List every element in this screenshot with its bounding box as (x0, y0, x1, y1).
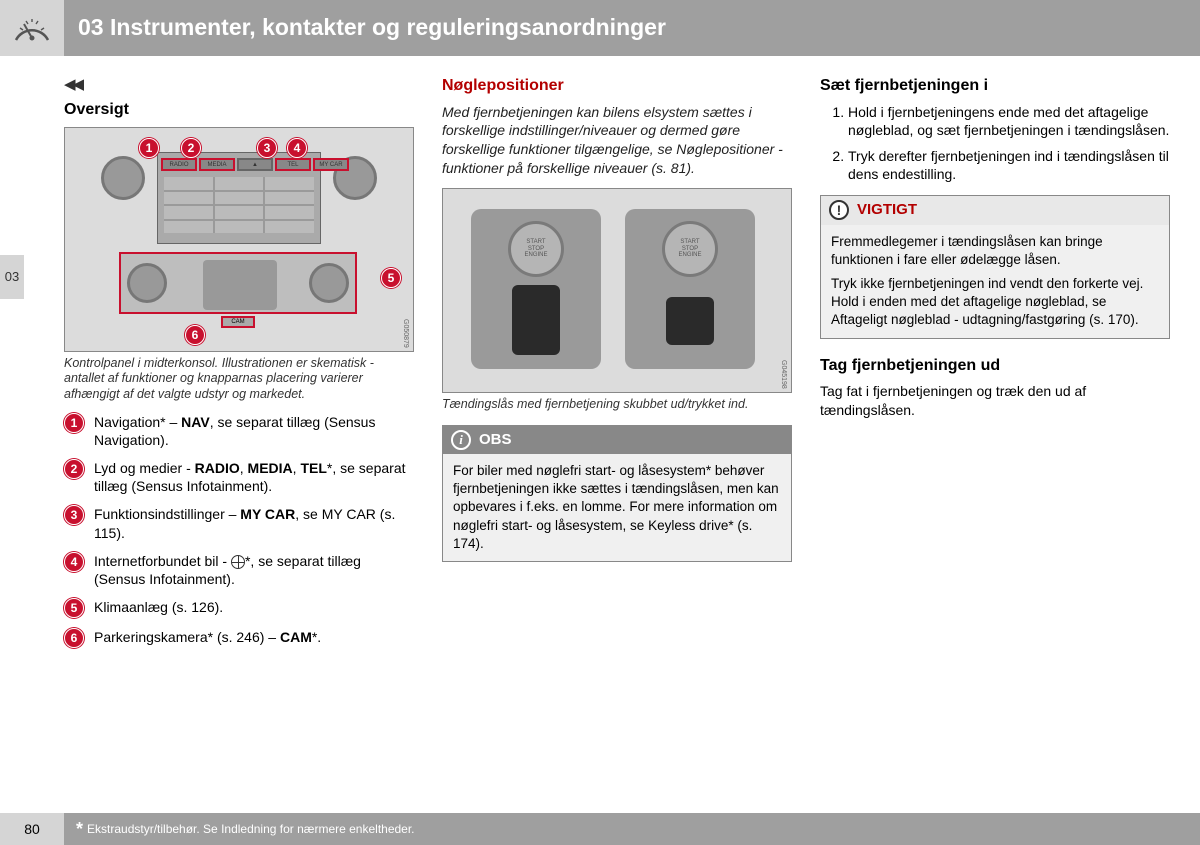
obs-header: i OBS (443, 426, 791, 454)
step-1: Hold i fjernbetjeningens ende med det af… (848, 103, 1170, 139)
knob-top-left (101, 156, 145, 200)
important-p2: Tryk ikke fjernbetjeningen ind vendt den… (831, 275, 1159, 330)
important-body: Fremmedlegemer i tændingslåsen kan bring… (821, 225, 1169, 338)
key-fob-out (512, 285, 560, 355)
instruction-list: Hold i fjernbetjeningens ende med det af… (820, 103, 1170, 184)
page-number: 80 (0, 813, 64, 845)
numbered-item: 5 Klimaanlæg (s. 126). (64, 598, 414, 618)
overview-heading: Oversigt (64, 99, 414, 121)
page-header: 03 Instrumenter, kontakter og regulering… (0, 0, 1200, 56)
warning-icon: ! (829, 200, 849, 220)
numbered-item: 3 Funktionsindstillinger – MY CAR, se MY … (64, 505, 414, 541)
obs-body: For biler med nøglefri start- og låsesys… (443, 454, 791, 561)
figure-control-panel: RADIO MEDIA ▲ TEL MY CAR CAM 1 2 3 4 5 6… (64, 127, 414, 352)
btn-tel: TEL (275, 158, 311, 171)
start-stop-button-right: START STOP ENGINE (662, 221, 718, 277)
list-text: Parkeringskamera* (s. 246) – CAM*. (94, 628, 321, 646)
side-chapter-tab: 03 (0, 255, 24, 299)
remove-remote-text: Tag fat i fjernbetjeningen og træk den u… (820, 382, 1170, 420)
numbered-item: 6 Parkeringskamera* (s. 246) – CAM*. (64, 628, 414, 648)
key-positions-intro: Med fjernbetjeningen kan bilens elsystem… (442, 103, 792, 179)
column-left: ◀◀ Oversigt RADIO MEDIA ▲ (64, 75, 414, 658)
figure-badge-6: 6 (185, 325, 205, 345)
important-header: ! VIGTIGT (821, 196, 1169, 224)
important-title: VIGTIGT (857, 200, 917, 220)
figure-badge-3: 3 (257, 138, 277, 158)
obs-text: For biler med nøglefri start- og låsesys… (453, 462, 781, 553)
insert-remote-heading: Sæt fjernbetjeningen i (820, 75, 1170, 97)
figure-2-caption: Tændingslås med fjernbetjening skubbet u… (442, 397, 792, 413)
numbered-list: 1 Navigation* – NAV, se separat tillæg (S… (64, 413, 414, 649)
btn-cam: CAM (221, 316, 255, 328)
info-icon: i (451, 430, 471, 450)
figure-badge-4: 4 (287, 138, 307, 158)
list-badge: 6 (64, 628, 84, 648)
column-right: Sæt fjernbetjeningen i Hold i fjernbetje… (820, 75, 1170, 658)
column-middle: Nøglepositioner Med fjernbetjeningen kan… (442, 75, 792, 658)
list-text: Lyd og medier - RADIO, MEDIA, TEL*, se s… (94, 459, 414, 495)
numbered-item: 4 Internetforbundet bil - *, se separat t… (64, 552, 414, 588)
continuation-marker: ◀◀ (64, 75, 414, 95)
console-illustration: RADIO MEDIA ▲ TEL MY CAR CAM (99, 144, 379, 334)
list-badge: 5 (64, 598, 84, 618)
important-p1: Fremmedlegemer i tændingslåsen kan bring… (831, 233, 1159, 269)
btn-up: ▲ (237, 158, 273, 171)
figure-ignition: START STOP ENGINE START STOP ENGINE G045… (442, 188, 792, 393)
page-footer: 80 * Ekstraudstyr/tilbehør. Se Indlednin… (0, 813, 1200, 845)
content-area: ◀◀ Oversigt RADIO MEDIA ▲ (64, 75, 1170, 658)
obs-title: OBS (479, 430, 512, 450)
list-badge: 4 (64, 552, 84, 572)
numbered-item: 2 Lyd og medier - RADIO, MEDIA, TEL*, se … (64, 459, 414, 495)
climate-knob-left (127, 263, 167, 303)
footer-note: * Ekstraudstyr/tilbehør. Se Indledning f… (64, 813, 1200, 845)
remove-remote-heading: Tag fjernbetjeningen ud (820, 355, 1170, 377)
keypod-left: START STOP ENGINE (471, 209, 601, 369)
chapter-title: 03 Instrumenter, kontakter og regulering… (78, 12, 666, 43)
list-badge: 3 (64, 505, 84, 525)
climate-outline (119, 252, 357, 314)
list-text: Klimaanlæg (s. 126). (94, 598, 223, 616)
list-text: Internetforbundet bil - *, se separat ti… (94, 552, 414, 588)
key-positions-heading: Nøglepositioner (442, 75, 792, 97)
climate-knob-right (309, 263, 349, 303)
top-button-row: RADIO MEDIA ▲ TEL MY CAR (161, 158, 349, 171)
gauge-icon (0, 0, 64, 56)
footnote-star: * (76, 817, 83, 841)
climate-center (203, 260, 277, 310)
list-text: Funktionsindstillinger – MY CAR, se MY C… (94, 505, 414, 541)
keypod-right: START STOP ENGINE (625, 209, 755, 369)
figure-badge-5: 5 (381, 268, 401, 288)
list-badge: 1 (64, 413, 84, 433)
figure-1-caption: Kontrolpanel i midterkonsol. Illustratio… (64, 356, 414, 403)
figure-code: G050879 (401, 319, 410, 348)
step-2: Tryk derefter fjernbetjeningen ind i tæn… (848, 147, 1170, 183)
obs-callout: i OBS For biler med nøglefri start- og l… (442, 425, 792, 562)
figure-badge-2: 2 (181, 138, 201, 158)
key-fob-in (666, 297, 714, 345)
btn-radio: RADIO (161, 158, 197, 171)
list-text: Navigation* – NAV, se separat tillæg (Se… (94, 413, 414, 449)
figure-badge-1: 1 (139, 138, 159, 158)
numbered-item: 1 Navigation* – NAV, se separat tillæg (S… (64, 413, 414, 449)
start-stop-button-left: START STOP ENGINE (508, 221, 564, 277)
btn-mycar: MY CAR (313, 158, 349, 171)
important-callout: ! VIGTIGT Fremmedlegemer i tændingslåsen… (820, 195, 1170, 338)
footnote-text: Ekstraudstyr/tilbehør. Se Indledning for… (87, 821, 415, 837)
btn-media: MEDIA (199, 158, 235, 171)
list-badge: 2 (64, 459, 84, 479)
figure-2-code: G045198 (779, 360, 788, 389)
